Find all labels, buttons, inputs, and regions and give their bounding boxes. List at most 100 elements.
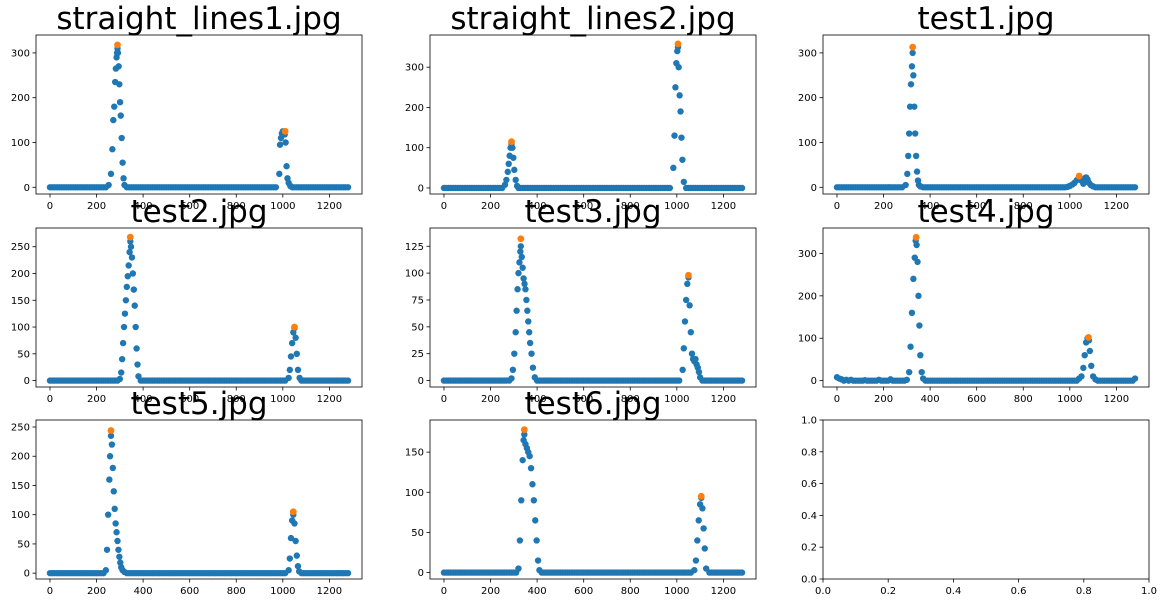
data-point (678, 134, 685, 141)
data-point (118, 355, 126, 363)
y-tick-label: 300 (11, 48, 30, 59)
data-point (120, 323, 128, 331)
x-tick-label: 600 (180, 394, 199, 405)
data-point (111, 103, 118, 110)
data-point (344, 569, 352, 577)
y-tick-label: 25 (411, 349, 424, 360)
data-point (913, 168, 921, 175)
data-point (738, 377, 746, 384)
data-point (526, 452, 533, 460)
subplot-title: test4.jpg (917, 194, 1054, 230)
x-tick-label: 400 (528, 586, 547, 597)
data-point (110, 116, 117, 124)
data-point (838, 376, 845, 383)
y-tick-label: 200 (798, 291, 817, 302)
y-tick-label: 0.0 (801, 575, 817, 586)
data-point (501, 181, 509, 188)
data-point (910, 72, 917, 79)
data-point (682, 296, 690, 304)
y-tick-label: 0 (24, 376, 30, 387)
data-point (527, 464, 535, 472)
x-tick-label: 600 (180, 201, 199, 212)
x-tick-label: 0 (834, 201, 840, 212)
x-tick-label: 600 (967, 394, 986, 405)
x-tick-label: 0.0 (815, 586, 831, 597)
peak-markers (909, 43, 1083, 180)
data-point (679, 156, 686, 163)
y-tick-label: 150 (405, 448, 424, 459)
data-point (518, 253, 525, 261)
data-point (287, 353, 295, 360)
data-point (134, 361, 141, 368)
x-tick-label: 600 (967, 201, 986, 212)
data-point (287, 182, 294, 190)
data-point (692, 557, 700, 564)
peak-marker (289, 508, 297, 516)
peak-markers (520, 426, 705, 500)
data-point (276, 170, 283, 178)
data-point (916, 322, 923, 329)
data-point (112, 520, 119, 527)
data-point (118, 369, 125, 376)
x-tick-label: 0 (441, 394, 447, 405)
x-tick-label: 0.6 (1011, 586, 1027, 597)
data-point (109, 464, 117, 472)
baseline-points (46, 184, 352, 191)
x-tick-label: 1200 (711, 201, 736, 212)
data-point (672, 84, 679, 91)
data-point (294, 366, 302, 374)
data-point (907, 81, 915, 88)
subplot-title: straight_lines2.jpg (450, 1, 735, 37)
data-point (519, 456, 526, 464)
x-tick-label: 600 (574, 586, 593, 597)
data-point (106, 453, 114, 460)
data-point (912, 130, 919, 137)
y-tick-label: 0 (418, 183, 424, 194)
data-point (907, 343, 914, 350)
data-point (861, 377, 869, 384)
data-point (692, 355, 699, 363)
data-point (536, 566, 543, 574)
data-point (738, 184, 746, 192)
data-point (670, 164, 677, 172)
x-tick-label: 0 (441, 586, 447, 597)
data-point (1081, 352, 1088, 359)
subplot-4: 0 200 400 600 800 1000 1200 0 50 100 150 200 250 (11, 227, 363, 405)
data-point (295, 568, 303, 575)
peak-marker (517, 235, 525, 243)
x-tick-label: 1000 (664, 201, 689, 212)
data-point (913, 241, 920, 249)
x-tick-label: 1200 (1104, 394, 1129, 405)
x-tick-label: 1.0 (1141, 586, 1157, 597)
data-point (521, 431, 528, 438)
histogram-points (515, 431, 710, 574)
subplot-6: 0 200 400 600 800 1000 1200 0 100 200 300 (798, 227, 1150, 405)
data-point (887, 376, 894, 383)
x-tick-label: 1000 (270, 201, 295, 212)
data-point (908, 63, 916, 70)
peak-marker (1085, 333, 1092, 341)
subplot-title: test1.jpg (917, 1, 1054, 37)
data-point (917, 352, 924, 359)
x-tick-label: 0 (47, 394, 53, 405)
x-tick-label: 800 (227, 394, 246, 405)
x-tick-label: 1200 (711, 394, 736, 405)
x-tick-label: 400 (134, 394, 153, 405)
data-point (344, 184, 352, 191)
subplot-title: test5.jpg (130, 386, 267, 422)
data-point (105, 181, 112, 189)
y-tick-label: 100 (798, 138, 817, 149)
baseline-points (840, 377, 1136, 384)
x-tick-label: 400 (528, 394, 547, 405)
x-tick-label: 1200 (1104, 201, 1129, 212)
x-tick-label: 600 (180, 586, 199, 597)
y-tick-label: 50 (411, 322, 424, 333)
y-tick-label: 50 (17, 349, 30, 360)
y-tick-label: 75 (411, 295, 424, 306)
data-point (525, 318, 532, 325)
data-point (1131, 375, 1139, 382)
axes-frame (822, 419, 1150, 580)
subplot-2: 0 200 400 600 800 1000 1200 0 100 200 300 (405, 34, 757, 212)
data-point (125, 262, 132, 269)
subplot-9: 0.0 0.2 0.4 0.6 0.8 1.0 0.0 0.2 0.4 0.6 0.8 1.0 (801, 416, 1157, 598)
